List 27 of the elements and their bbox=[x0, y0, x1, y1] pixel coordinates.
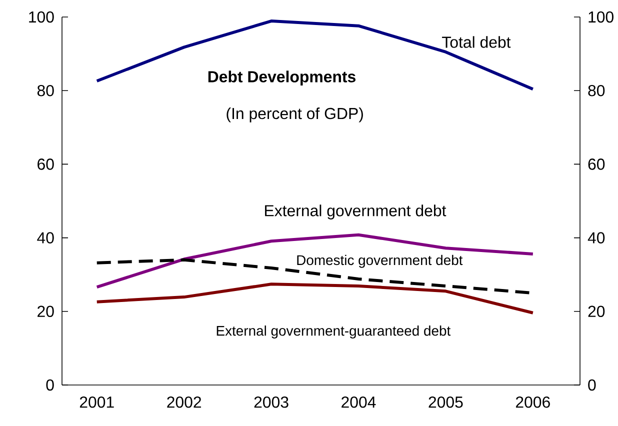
y-tick-label: 0 bbox=[588, 379, 596, 391]
y2-tick-label: 0 bbox=[46, 379, 54, 391]
x-tick-label: 2005 bbox=[428, 396, 463, 408]
line-series bbox=[95, 282, 534, 314]
line-series bbox=[95, 20, 534, 91]
y-tick-label: 100 bbox=[588, 11, 614, 23]
y-tick-label: 20 bbox=[588, 306, 605, 318]
line-series bbox=[95, 233, 534, 289]
series-label: Domestic government debt bbox=[297, 254, 463, 268]
series-label: Total debt bbox=[442, 36, 511, 48]
y2-tick-label: 60 bbox=[38, 158, 54, 170]
text: External government-guaranteed debt bbox=[216, 326, 451, 339]
y-tick-label: 40 bbox=[588, 232, 605, 244]
text: (In percent of GDP) bbox=[226, 107, 363, 122]
x-tick-label: 2002 bbox=[167, 396, 202, 408]
x-tick-label: 2003 bbox=[254, 396, 288, 408]
series-label: External government debt bbox=[265, 204, 446, 220]
x-tick-label: 2006 bbox=[516, 396, 550, 408]
y2-tick-label: 20 bbox=[38, 306, 54, 318]
y2-tick-label: 80 bbox=[37, 84, 54, 96]
y-tick-label: 60 bbox=[588, 158, 605, 170]
y2-tick-label: 40 bbox=[37, 232, 54, 244]
y-tick-label: 80 bbox=[588, 84, 605, 96]
y2-tick-label: 100 bbox=[29, 11, 54, 23]
x-tick-label: 2001 bbox=[80, 396, 114, 408]
text: Debt Developments bbox=[208, 70, 356, 86]
x-tick-label: 2004 bbox=[342, 396, 376, 408]
